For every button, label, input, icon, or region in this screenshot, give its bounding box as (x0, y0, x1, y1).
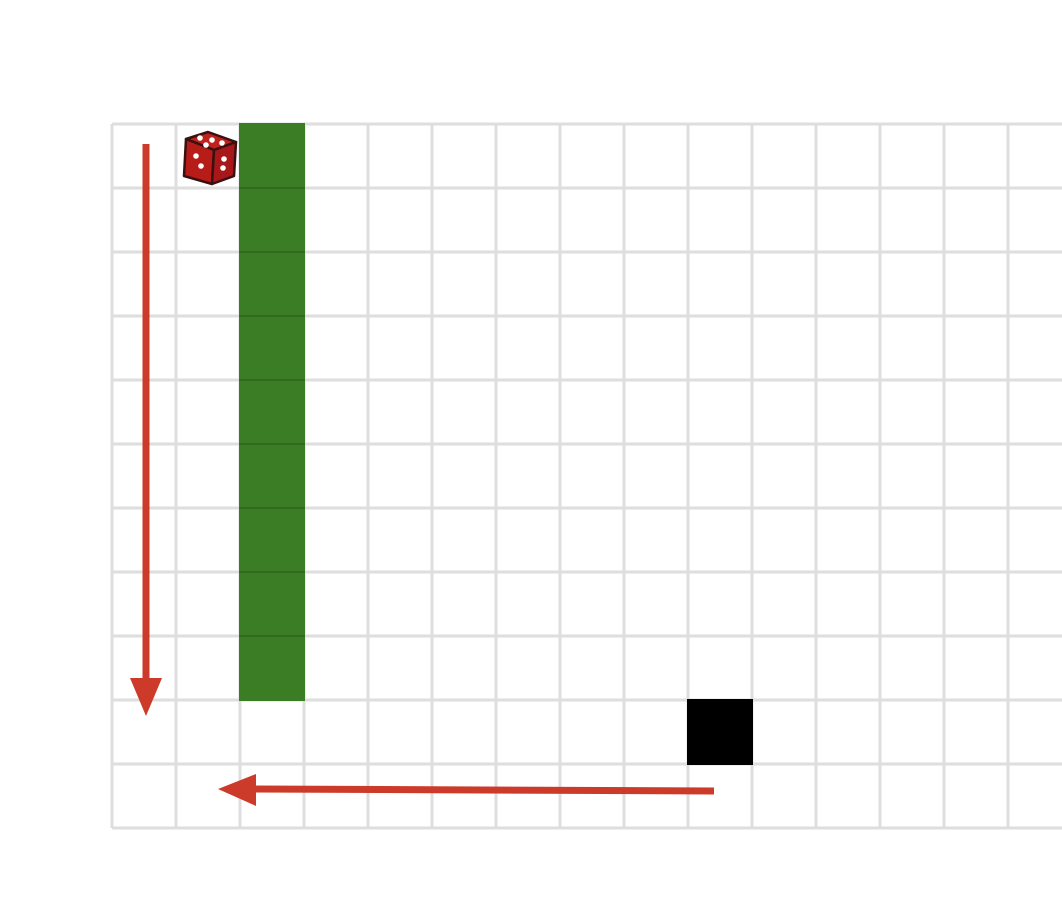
dice-pip (198, 163, 204, 169)
wall-cell (239, 379, 305, 445)
wall-cell (239, 571, 305, 637)
arrow-down (130, 144, 162, 716)
goal-square (687, 699, 753, 765)
arrow-head (218, 774, 256, 806)
arrow-head (130, 678, 162, 716)
grid (110, 122, 1062, 830)
arrow-shaft (253, 785, 715, 795)
dice-pip (209, 137, 215, 143)
wall-column (239, 123, 305, 701)
wall-cell (239, 187, 305, 253)
arrow-left (218, 774, 715, 806)
wall-cell (239, 251, 305, 317)
dice-pip (220, 165, 226, 171)
goal-cell (687, 699, 753, 765)
wall-cell (239, 635, 305, 701)
dice-pip (203, 142, 209, 148)
dice-pip (221, 156, 227, 162)
dice-pip (197, 135, 203, 141)
wall-cell (239, 507, 305, 573)
wall-cell (239, 315, 305, 381)
dice-right-face (210, 140, 238, 186)
red-dice-icon[interactable] (182, 130, 238, 186)
wall-cell (239, 443, 305, 509)
dice-pip (193, 153, 199, 159)
wall-cell (239, 123, 305, 189)
path-arrows (130, 144, 715, 806)
dice-pip (219, 140, 225, 146)
player-dice[interactable] (182, 130, 238, 186)
